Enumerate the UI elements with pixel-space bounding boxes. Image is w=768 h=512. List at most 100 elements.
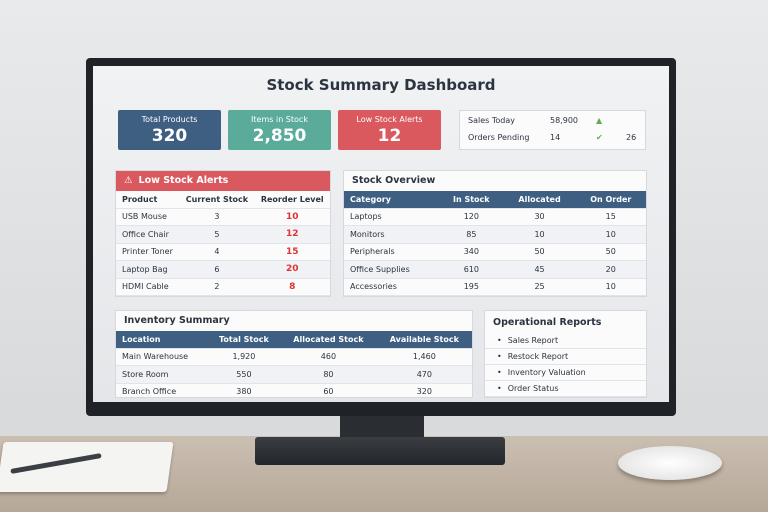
column-header: On Order <box>575 191 646 209</box>
table-cell: USB Mouse <box>116 208 180 226</box>
kpi-card[interactable]: Low Stock Alerts 12 <box>338 110 441 150</box>
table-row: Office Supplies 610 45 20 <box>344 260 646 279</box>
panel-title: Inventory Summary <box>124 315 230 326</box>
stat-row: Sales Today 58,900 ▲ <box>468 116 638 131</box>
table-cell: 10 <box>575 225 646 244</box>
table-cell: Monitors <box>344 225 440 244</box>
table-cell: 15 <box>254 243 330 261</box>
table-cell: 470 <box>376 365 472 384</box>
bullet: • <box>497 368 502 377</box>
table-cell: Office Supplies <box>344 260 440 279</box>
table-row: Accessories 195 25 10 <box>344 278 646 296</box>
report-link[interactable]: • Order Status <box>485 381 646 397</box>
column-header: Location <box>116 331 208 349</box>
kpi-label: Low Stock Alerts <box>356 115 423 124</box>
stat-value: 14 <box>550 133 561 142</box>
stat-icon: ▲ <box>596 116 603 125</box>
monitor-neck <box>340 414 424 440</box>
table-cell: 1,460 <box>376 348 472 366</box>
table-cell: 20 <box>254 260 330 279</box>
column-header: In Stock <box>439 191 504 209</box>
kpi-card[interactable]: Total Products 320 <box>118 110 221 150</box>
table-cell: Laptops <box>344 208 440 226</box>
column-header: Allocated <box>503 191 576 209</box>
table-cell: Peripherals <box>344 243 440 261</box>
dashboard: Stock Summary Dashboard Total Products 32… <box>93 66 669 402</box>
table-cell: Store Room <box>116 365 208 384</box>
header-row: Product Current Stock Reorder Level <box>116 191 330 209</box>
stat-value: 58,900 <box>550 116 578 125</box>
kpi-value: 12 <box>377 126 402 146</box>
panel-title: Low Stock Alerts <box>138 175 229 186</box>
column-header: Available Stock <box>376 331 472 349</box>
monitor-base <box>255 437 505 465</box>
table-row: HDMI Cable 2 8 <box>116 278 330 296</box>
inventory-panel: Inventory Summary Location Total Stock Allo… <box>115 310 473 401</box>
stat-icon: ✔ <box>596 133 603 142</box>
table-cell: 15 <box>575 208 646 226</box>
table-cell: 550 <box>207 365 281 384</box>
table-cell: Laptop Bag <box>116 260 180 279</box>
panel-header: ⚠ Low Stock Alerts <box>116 171 330 191</box>
kpi-value: 2,850 <box>252 126 307 146</box>
table-cell: 3 <box>179 208 255 226</box>
report-link[interactable]: • Restock Report <box>485 349 646 365</box>
table-cell: Main Warehouse <box>116 348 208 366</box>
panel-title: Stock Overview <box>352 175 436 186</box>
stat-row: Orders Pending 14 ✔ 26 <box>468 133 638 148</box>
alert-icon: ⚠ <box>124 175 133 186</box>
table-cell: 10 <box>575 278 646 296</box>
stock-overview-panel: Stock Overview Category In Stock Allocated O… <box>343 170 647 297</box>
dashboard-title: Stock Summary Dashboard <box>266 76 496 94</box>
table-cell: Printer Toner <box>116 243 180 261</box>
low-stock-panel: ⚠ Low Stock Alerts Product Current Stock Reo… <box>115 170 331 297</box>
table-row: Store Room 550 80 470 <box>116 365 472 384</box>
table-cell: 80 <box>280 365 377 384</box>
table-row: Peripherals 340 50 50 <box>344 243 646 261</box>
bullet: • <box>497 336 502 345</box>
report-link[interactable]: • Inventory Valuation <box>485 365 646 381</box>
panel-title: Operational Reports <box>493 317 602 328</box>
table-cell: 25 <box>503 278 576 296</box>
table-cell: 10 <box>254 208 330 226</box>
kpi-label: Items in Stock <box>251 115 308 124</box>
table: Location Total Stock Allocated Stock Availa… <box>116 331 472 401</box>
table-row: Main Warehouse 1,920 460 1,460 <box>116 348 472 366</box>
header-row: Category In Stock Allocated On Order <box>344 191 646 209</box>
table-cell: 195 <box>439 278 504 296</box>
table-cell: 60 <box>280 383 377 401</box>
table-cell: 1,920 <box>207 348 281 366</box>
report-name: Sales Report <box>507 336 559 345</box>
table-cell: HDMI Cable <box>116 278 180 296</box>
table-cell: Branch Office <box>116 383 208 401</box>
table-cell: 6 <box>179 260 255 279</box>
table: Product Current Stock Reorder Level USB Mou… <box>116 191 330 296</box>
bullet: • <box>497 352 502 361</box>
kpi-value: 320 <box>151 126 188 146</box>
reports-panel: Operational Reports • Sales Report • Restock… <box>484 310 647 398</box>
table-cell: 4 <box>179 243 255 261</box>
column-header: Reorder Level <box>254 191 330 209</box>
table-row: Laptops 120 30 15 <box>344 208 646 226</box>
header-row: Location Total Stock Allocated Stock Availa… <box>116 331 472 349</box>
column-header: Total Stock <box>207 331 281 349</box>
table-cell: 50 <box>503 243 576 261</box>
table-cell: 460 <box>280 348 377 366</box>
quick-stats: Sales Today 58,900 ▲ Orders Pending 14 ✔ 26 <box>459 110 646 150</box>
table-cell: 50 <box>575 243 646 261</box>
kpi-card[interactable]: Items in Stock 2,850 <box>228 110 331 150</box>
table-row: Monitors 85 10 10 <box>344 225 646 244</box>
table-row: Branch Office 380 60 320 <box>116 383 472 401</box>
table-cell: 20 <box>575 260 646 279</box>
table-row: Office Chair 5 12 <box>116 225 330 244</box>
kpi-label: Total Products <box>141 115 198 124</box>
table-row: Laptop Bag 6 20 <box>116 260 330 279</box>
table-cell: 380 <box>207 383 281 401</box>
bullet: • <box>497 384 502 393</box>
report-name: Inventory Valuation <box>507 368 586 377</box>
table-cell: 8 <box>254 278 330 296</box>
table-row: Printer Toner 4 15 <box>116 243 330 261</box>
report-link[interactable]: • Sales Report <box>485 333 646 349</box>
stat-label: Sales Today <box>468 116 515 125</box>
